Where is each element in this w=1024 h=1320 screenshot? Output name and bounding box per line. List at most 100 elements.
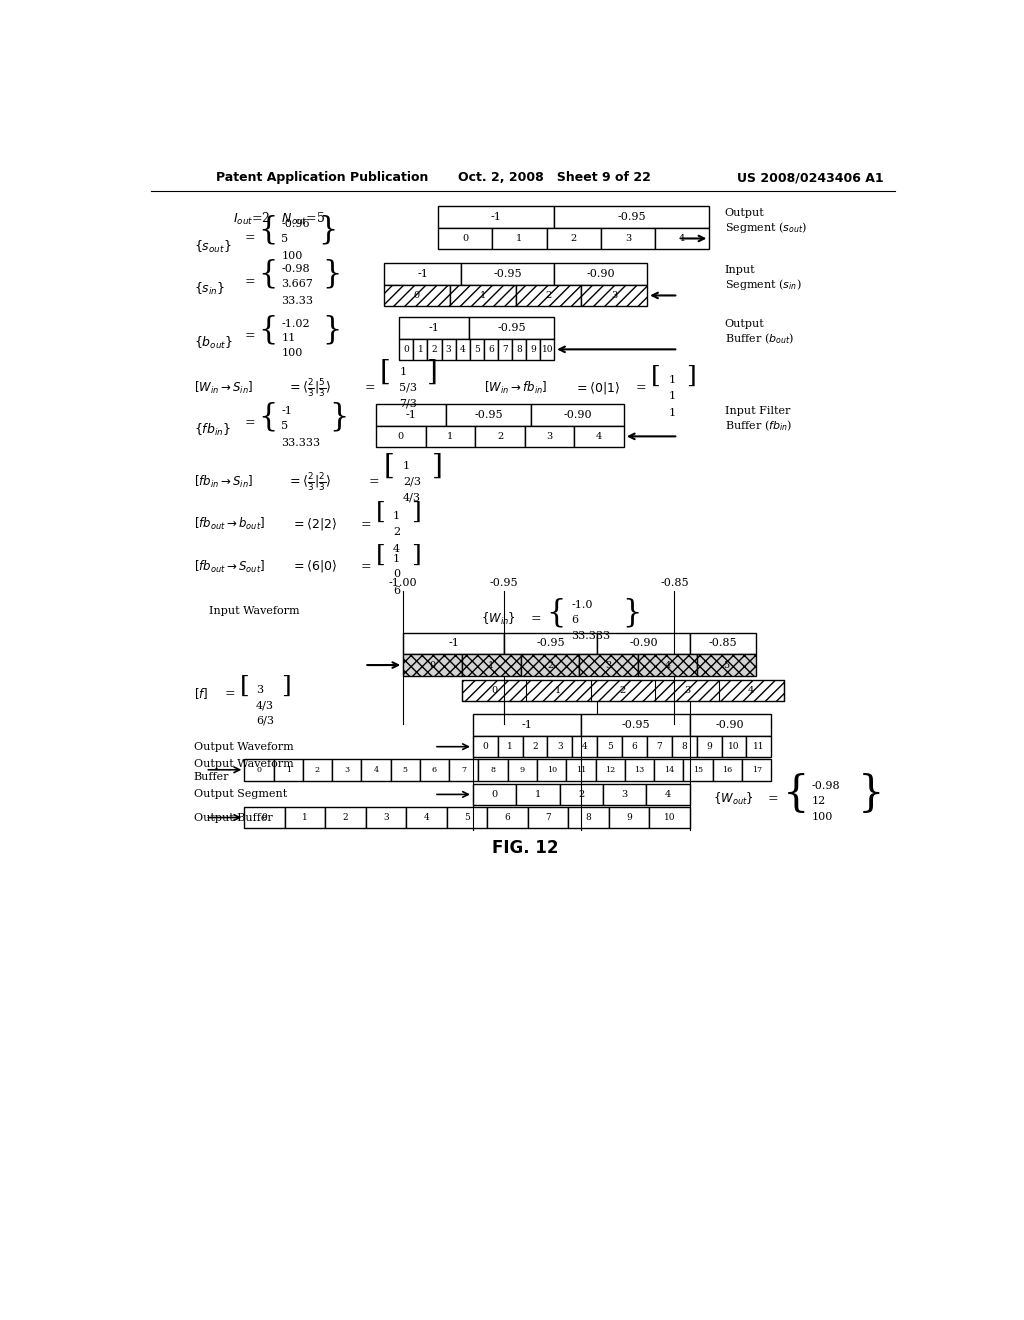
Text: -0.98: -0.98 (282, 264, 310, 273)
Text: Buffer ($b_{out}$): Buffer ($b_{out}$) (725, 331, 794, 346)
Text: -0.90: -0.90 (629, 639, 657, 648)
Bar (285, 807, 326, 829)
Text: =: = (360, 517, 371, 531)
Bar (303, 759, 332, 780)
Bar (522, 737, 548, 758)
Text: 0: 0 (397, 432, 403, 441)
Text: 4: 4 (460, 345, 466, 354)
Bar (742, 759, 771, 780)
Text: 5: 5 (464, 813, 470, 822)
Bar (622, 737, 647, 758)
Text: 4: 4 (679, 234, 685, 243)
Text: 11: 11 (753, 742, 765, 751)
Bar (683, 759, 713, 780)
Text: Output: Output (725, 209, 765, 218)
Bar (461, 263, 554, 285)
Text: -1: -1 (449, 639, 459, 648)
Bar (597, 632, 690, 655)
Bar (508, 759, 537, 780)
Text: 11: 11 (575, 766, 586, 774)
Text: $[fb_{out}{\rightarrow}b_{out}]$: $[fb_{out}{\rightarrow}b_{out}]$ (194, 516, 265, 532)
Bar (603, 784, 646, 805)
Bar (427, 339, 441, 360)
Text: 5: 5 (402, 766, 408, 774)
Bar (609, 807, 649, 829)
Text: [: [ (380, 359, 391, 385)
Text: -0.95: -0.95 (617, 213, 646, 222)
Bar (531, 404, 624, 425)
Text: }: } (322, 259, 341, 289)
Text: $\{s_{out}\}$: $\{s_{out}\}$ (194, 239, 231, 255)
Text: ]: ] (411, 502, 421, 524)
Text: }: } (330, 401, 349, 433)
Bar (470, 339, 483, 360)
Text: ]: ] (432, 453, 442, 480)
Bar (568, 807, 609, 829)
Text: 11: 11 (282, 333, 296, 343)
Text: 1: 1 (302, 813, 308, 822)
Text: 3: 3 (344, 766, 349, 774)
Text: =: = (225, 686, 236, 700)
Text: 6/3: 6/3 (256, 715, 273, 726)
Bar (407, 807, 446, 829)
Bar (399, 339, 414, 360)
Text: $= \langle \frac{2}{3} | \frac{5}{3} \rangle$: $= \langle \frac{2}{3} | \frac{5}{3} \ra… (287, 378, 332, 399)
Bar (473, 737, 498, 758)
Bar (537, 759, 566, 780)
Text: 2: 2 (547, 660, 553, 669)
Bar (597, 737, 622, 758)
Text: -0.95: -0.95 (494, 269, 522, 279)
Text: -0.90: -0.90 (587, 269, 615, 279)
Text: 0: 0 (490, 686, 497, 694)
Text: 1: 1 (488, 660, 495, 669)
Text: =: = (636, 381, 646, 395)
Text: 1: 1 (516, 234, 522, 243)
Bar (473, 714, 582, 737)
Text: 2: 2 (570, 234, 577, 243)
Text: 9: 9 (520, 766, 525, 774)
Text: Output Waveform: Output Waveform (194, 742, 294, 751)
Text: 2: 2 (620, 686, 626, 694)
Text: Input: Input (725, 265, 756, 275)
Text: 6: 6 (632, 742, 637, 751)
Bar (547, 228, 601, 249)
Bar (540, 339, 554, 360)
Text: FIG. 12: FIG. 12 (492, 838, 558, 857)
Text: -1: -1 (521, 721, 532, 730)
Text: 4: 4 (393, 544, 400, 554)
Text: {: { (258, 259, 278, 289)
Text: 17: 17 (752, 766, 762, 774)
Text: 1: 1 (393, 554, 400, 564)
Text: -1.0: -1.0 (571, 601, 593, 610)
Bar (446, 807, 487, 829)
Text: =: = (369, 475, 379, 488)
Text: {: { (783, 772, 809, 814)
Text: -1: -1 (429, 323, 439, 333)
Text: 100: 100 (812, 812, 833, 822)
Text: 8: 8 (681, 742, 687, 751)
Text: $[W_{in}{\rightarrow}S_{in}]$: $[W_{in}{\rightarrow}S_{in}]$ (194, 380, 253, 396)
Bar (746, 737, 771, 758)
Bar (245, 807, 285, 829)
Text: 3: 3 (256, 685, 263, 694)
Text: 1: 1 (669, 391, 675, 400)
Text: 2: 2 (546, 290, 552, 300)
Text: ]: ] (426, 359, 437, 385)
Bar (438, 206, 554, 228)
Text: 4: 4 (424, 813, 429, 822)
Text: 3: 3 (383, 813, 389, 822)
Text: 3: 3 (557, 742, 563, 751)
Text: =: = (360, 560, 371, 573)
Text: 6: 6 (393, 586, 400, 597)
Text: 7: 7 (462, 766, 466, 774)
Bar (498, 339, 512, 360)
Bar (647, 737, 672, 758)
Text: 10: 10 (542, 345, 553, 354)
Text: 10: 10 (664, 813, 676, 822)
Text: 100: 100 (282, 251, 303, 261)
Bar (516, 784, 560, 805)
Text: ]: ] (282, 675, 291, 697)
Bar (390, 759, 420, 780)
Text: 7: 7 (545, 813, 551, 822)
Text: 0: 0 (414, 290, 420, 300)
